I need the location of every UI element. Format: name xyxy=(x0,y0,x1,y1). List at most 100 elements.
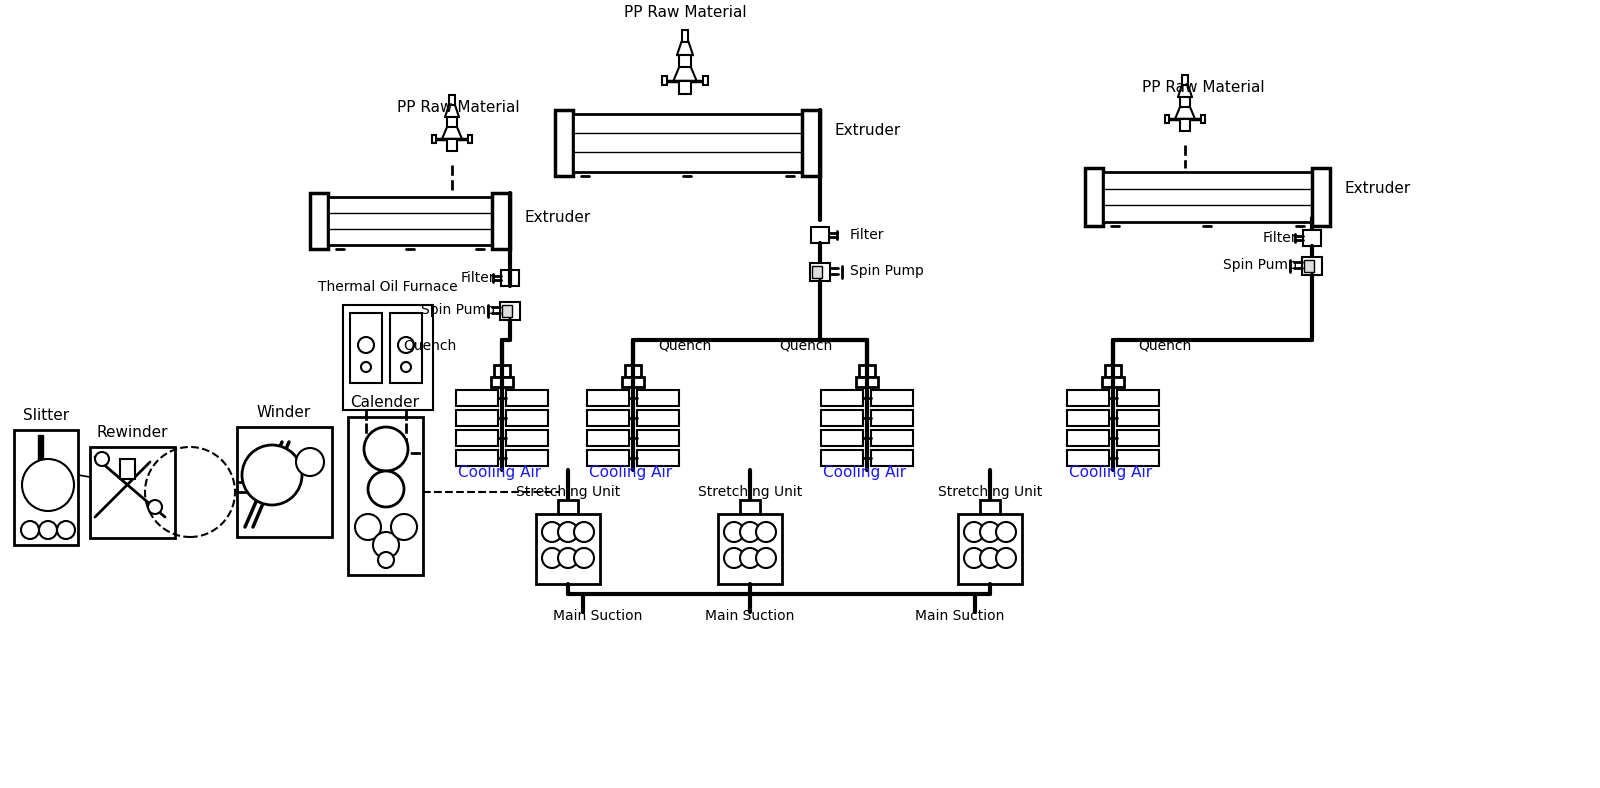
Bar xyxy=(502,305,512,317)
Bar xyxy=(467,135,472,143)
Text: PP Raw Material: PP Raw Material xyxy=(1142,80,1266,95)
Circle shape xyxy=(757,548,776,568)
Bar xyxy=(870,410,914,426)
Bar xyxy=(349,417,422,575)
Circle shape xyxy=(558,522,578,542)
Bar xyxy=(821,390,862,406)
Text: Cooling Air: Cooling Air xyxy=(459,464,541,480)
Bar xyxy=(680,80,691,95)
Text: Stretching Unit: Stretching Unit xyxy=(938,485,1042,499)
Circle shape xyxy=(757,522,776,542)
Circle shape xyxy=(21,521,38,539)
Bar xyxy=(811,227,829,243)
Bar xyxy=(1202,115,1205,123)
Text: Filter: Filter xyxy=(461,271,494,285)
Text: Quench: Quench xyxy=(779,338,832,352)
Bar xyxy=(958,514,1022,584)
Bar xyxy=(637,430,678,446)
Text: Stretching Unit: Stretching Unit xyxy=(698,485,802,499)
Text: Extruder: Extruder xyxy=(525,210,592,225)
Circle shape xyxy=(296,448,323,476)
Bar xyxy=(637,390,678,406)
Bar xyxy=(536,514,600,584)
Circle shape xyxy=(147,500,162,514)
Bar xyxy=(637,410,678,426)
Bar xyxy=(1067,390,1109,406)
Text: Filter: Filter xyxy=(1262,231,1298,245)
Bar xyxy=(1181,97,1190,107)
Bar xyxy=(1304,260,1314,272)
Text: Quench: Quench xyxy=(403,338,458,352)
Circle shape xyxy=(542,522,562,542)
Circle shape xyxy=(542,548,562,568)
Bar xyxy=(1085,168,1102,226)
Text: Cooling Air: Cooling Air xyxy=(589,464,672,480)
Circle shape xyxy=(365,427,408,471)
Bar xyxy=(1106,365,1122,377)
Bar xyxy=(506,430,547,446)
Bar xyxy=(501,270,518,286)
Bar xyxy=(493,193,510,249)
Circle shape xyxy=(94,452,109,466)
Circle shape xyxy=(723,548,744,568)
Bar xyxy=(573,114,802,172)
Bar xyxy=(870,430,914,446)
Text: Cooling Air: Cooling Air xyxy=(1069,464,1152,480)
Bar xyxy=(506,410,547,426)
Text: Rewinder: Rewinder xyxy=(96,425,168,440)
Text: Main Suction: Main Suction xyxy=(554,609,643,623)
Circle shape xyxy=(22,459,74,511)
Bar xyxy=(120,459,134,479)
Bar xyxy=(237,427,333,537)
Text: Winder: Winder xyxy=(258,404,310,419)
Circle shape xyxy=(358,337,374,353)
Bar xyxy=(704,76,707,85)
Bar xyxy=(1117,450,1158,466)
Bar xyxy=(622,377,643,387)
Circle shape xyxy=(378,552,394,568)
Circle shape xyxy=(38,521,58,539)
Bar xyxy=(1312,168,1330,226)
Bar xyxy=(456,410,498,426)
Bar xyxy=(1067,410,1109,426)
Bar xyxy=(558,500,578,514)
Bar xyxy=(587,390,629,406)
Bar xyxy=(1102,172,1312,222)
Text: Cooling Air: Cooling Air xyxy=(824,464,907,480)
Bar xyxy=(1102,377,1123,387)
Bar xyxy=(555,110,573,176)
Circle shape xyxy=(402,362,411,372)
Bar xyxy=(506,450,547,466)
Bar xyxy=(802,110,819,176)
Text: Quench: Quench xyxy=(1138,338,1192,352)
Bar xyxy=(390,313,422,383)
Bar xyxy=(813,266,822,278)
Bar xyxy=(350,313,382,383)
Text: Extruder: Extruder xyxy=(1346,180,1411,195)
Text: Stretching Unit: Stretching Unit xyxy=(515,485,621,499)
Text: Calender: Calender xyxy=(350,395,419,410)
Bar xyxy=(680,55,691,67)
Bar xyxy=(1117,430,1158,446)
Bar xyxy=(1067,450,1109,466)
Bar xyxy=(870,450,914,466)
Circle shape xyxy=(398,337,414,353)
Bar xyxy=(810,263,830,281)
Circle shape xyxy=(373,532,398,558)
Circle shape xyxy=(739,522,760,542)
Bar xyxy=(328,197,493,245)
Text: PP Raw Material: PP Raw Material xyxy=(397,99,520,114)
Circle shape xyxy=(995,522,1016,542)
Bar xyxy=(499,302,520,320)
Circle shape xyxy=(995,548,1016,568)
Bar xyxy=(456,450,498,466)
Bar xyxy=(432,135,435,143)
Circle shape xyxy=(574,548,594,568)
Bar xyxy=(718,514,782,584)
Circle shape xyxy=(368,471,403,507)
Bar xyxy=(859,365,875,377)
Text: Quench: Quench xyxy=(658,338,712,352)
Bar xyxy=(821,410,862,426)
Bar xyxy=(1302,257,1322,275)
Bar xyxy=(662,76,667,85)
